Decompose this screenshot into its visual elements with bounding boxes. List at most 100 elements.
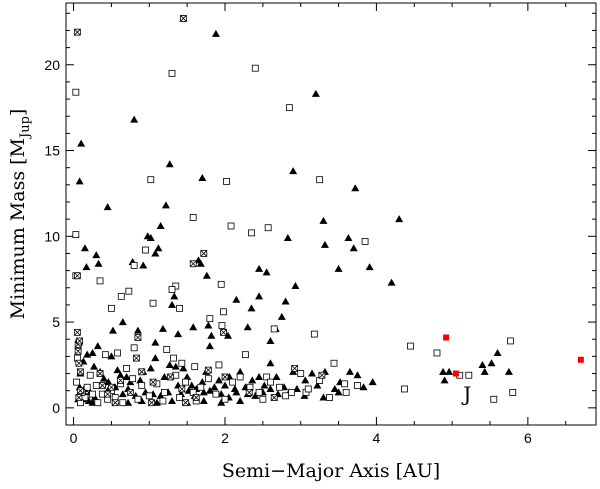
data-point-open-square [465, 371, 473, 379]
x-tick-label: 0 [70, 430, 78, 446]
data-point-open-square [263, 373, 271, 381]
data-point-triangle [107, 352, 116, 360]
data-point-crossed-square [192, 394, 200, 401]
data-point-triangle [232, 388, 241, 396]
data-point-triangle [349, 244, 358, 252]
data-point-triangle [160, 372, 169, 380]
data-point-triangle [345, 367, 354, 375]
data-point-crossed-square [318, 371, 326, 379]
data-point-open-square [178, 359, 186, 367]
data-point-crossed-square [76, 387, 84, 395]
data-point-triangle [165, 160, 174, 168]
data-points [72, 14, 584, 407]
data-point-triangle [210, 383, 219, 391]
data-point-triangle [113, 366, 122, 374]
data-point-triangle [387, 278, 396, 286]
data-point-triangle [207, 331, 216, 339]
data-point-open-square [149, 299, 157, 307]
data-point-triangle [156, 222, 165, 230]
data-point-open-square [354, 382, 361, 389]
data-point-triangle [255, 372, 264, 380]
axis-ticks [66, 3, 596, 425]
data-point-triangle [108, 326, 117, 334]
data-point-open-square [125, 287, 133, 295]
data-point-crossed-square [108, 383, 115, 391]
data-point-triangle [170, 292, 179, 300]
data-point-triangle [368, 378, 377, 386]
data-point-triangle [156, 391, 165, 399]
data-point-triangle [199, 388, 208, 396]
data-point-open-square [212, 390, 220, 398]
data-point-triangle [168, 396, 176, 404]
data-point-open-square [326, 394, 333, 401]
data-point-triangle [171, 362, 180, 370]
data-point-open-square [108, 304, 115, 312]
data-point-triangle [161, 201, 170, 209]
data-point-open-square [251, 64, 259, 72]
data-point-crossed-square [270, 394, 278, 401]
data-point-triangle [168, 300, 176, 308]
data-point-triangle [221, 381, 229, 389]
data-point-open-square [130, 344, 138, 352]
data-point-triangle [277, 312, 286, 320]
data-point-triangle [251, 391, 260, 399]
data-point-open-square [92, 382, 100, 389]
data-point-open-square [129, 375, 137, 383]
data-point-triangle [204, 321, 213, 329]
data-point-open-square [242, 351, 249, 359]
y-tick-label: 10 [44, 228, 60, 244]
data-point-crossed-square [75, 359, 83, 367]
data-point-open-square [316, 176, 324, 184]
data-point-crossed-square [291, 364, 299, 372]
data-point-crossed-square [204, 366, 212, 374]
data-point-triangle [103, 203, 112, 211]
data-point-crossed-square [200, 250, 208, 257]
data-point-triangle [77, 139, 86, 147]
data-point-crossed-square [189, 260, 197, 268]
data-point-open-square [163, 346, 171, 353]
data-point-open-square [191, 363, 199, 371]
data-point-open-square [86, 371, 94, 379]
data-point-triangle [359, 383, 368, 391]
data-point-open-square [123, 364, 130, 372]
y-tick-label: 20 [44, 57, 60, 73]
data-point-crossed-square [182, 399, 190, 407]
data-point-triangle [395, 215, 404, 223]
data-point-triangle [487, 359, 496, 367]
data-point-open-square [270, 325, 278, 333]
data-point-crossed-square [220, 328, 227, 336]
data-point-triangle [248, 376, 257, 384]
data-point-open-square [96, 277, 104, 285]
data-point-open-square [168, 286, 176, 293]
data-point-crossed-square [96, 370, 104, 377]
data-point-open-square [407, 342, 414, 350]
data-point-crossed-square [178, 385, 186, 393]
data-point-triangle [289, 167, 298, 175]
data-point-open-square [176, 304, 183, 312]
y-axis-title: Minimum Mass [MJup] [7, 109, 33, 320]
data-point-triangle [272, 372, 281, 380]
data-point-triangle [104, 378, 113, 386]
data-point-crossed-square [73, 272, 81, 280]
data-point-triangle [116, 371, 125, 379]
data-point-triangle [353, 371, 362, 379]
data-point-open-square [297, 370, 305, 377]
data-point-crossed-square [104, 390, 112, 398]
data-point-open-square [361, 238, 369, 245]
data-point-triangle [445, 367, 454, 375]
data-point-open-square [73, 378, 80, 386]
data-point-open-square [217, 280, 225, 288]
data-point-open-square [264, 224, 272, 232]
data-point-triangle [139, 261, 148, 269]
data-point-open-square [114, 349, 121, 357]
data-point-open-square [341, 380, 349, 388]
data-point-open-square [206, 315, 214, 323]
data-point-triangle [75, 177, 84, 185]
data-point-triangle [205, 386, 214, 394]
data-point-open-square [134, 395, 142, 403]
data-point-open-square [176, 394, 183, 401]
data-point-open-square [161, 389, 168, 396]
data-point-triangle [313, 381, 322, 389]
data-point-triangle [334, 388, 343, 396]
data-point-crossed-square [179, 15, 187, 22]
